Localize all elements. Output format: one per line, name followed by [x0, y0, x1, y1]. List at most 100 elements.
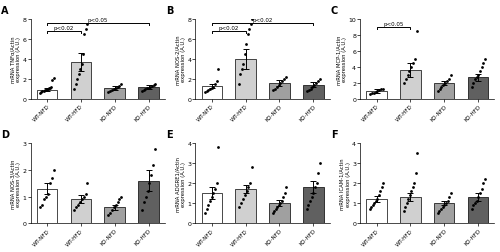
Point: [142, 195, 150, 199]
Y-axis label: mRNA NOS-3/Actin
expression (A.U.): mRNA NOS-3/Actin expression (A.U.): [10, 159, 21, 208]
Point: [108, 88, 116, 92]
Point: [444, 200, 452, 204]
Point: [310, 192, 318, 196]
Point: [372, 90, 380, 94]
Point: [36, 91, 44, 96]
Point: [406, 194, 413, 198]
Text: p<0.02: p<0.02: [252, 18, 272, 23]
Point: [112, 203, 120, 207]
Point: [474, 196, 482, 200]
Point: [468, 207, 475, 211]
Point: [206, 88, 214, 92]
Point: [280, 192, 288, 196]
Point: [407, 190, 415, 194]
Point: [447, 74, 455, 78]
Point: [368, 92, 376, 96]
Point: [240, 63, 248, 67]
Bar: [270, 204, 289, 224]
Point: [379, 182, 387, 186]
Point: [76, 68, 84, 72]
Text: F: F: [330, 130, 338, 140]
Point: [374, 194, 382, 198]
Point: [48, 79, 56, 83]
Text: E: E: [166, 130, 172, 140]
Point: [372, 200, 380, 204]
Point: [238, 68, 246, 72]
Point: [76, 200, 84, 204]
Point: [42, 195, 50, 199]
Point: [476, 192, 484, 196]
Point: [82, 28, 90, 32]
Point: [280, 78, 288, 82]
Point: [412, 172, 420, 176]
Point: [376, 89, 384, 93]
Point: [44, 88, 52, 92]
Point: [248, 166, 256, 170]
Point: [400, 209, 408, 213]
Bar: [236, 60, 256, 100]
Point: [400, 82, 408, 86]
Point: [138, 89, 146, 93]
Point: [404, 198, 412, 202]
Point: [366, 207, 374, 211]
Point: [46, 182, 54, 186]
Point: [374, 89, 382, 93]
Bar: [202, 194, 222, 224]
Y-axis label: mRNA TNFα/Actin
expression (A.U.): mRNA TNFα/Actin expression (A.U.): [10, 37, 21, 83]
Point: [141, 88, 149, 92]
Point: [116, 85, 124, 89]
Point: [472, 200, 480, 204]
Point: [104, 213, 112, 217]
Point: [434, 211, 442, 215]
Point: [368, 206, 376, 210]
Point: [42, 88, 50, 92]
Point: [445, 78, 453, 82]
Point: [274, 206, 281, 210]
Point: [45, 87, 53, 91]
Point: [79, 53, 87, 57]
Bar: [36, 189, 57, 224]
Point: [246, 182, 254, 186]
Point: [138, 208, 146, 212]
Point: [472, 75, 480, 79]
Point: [40, 198, 48, 202]
Point: [282, 186, 290, 190]
Point: [204, 204, 212, 208]
Point: [401, 206, 409, 210]
Point: [212, 182, 220, 186]
Point: [437, 207, 445, 211]
Point: [104, 90, 112, 94]
Point: [478, 66, 486, 70]
Point: [366, 93, 374, 97]
Point: [38, 90, 46, 94]
Bar: [36, 90, 57, 100]
Point: [143, 87, 151, 91]
Point: [312, 182, 320, 186]
Point: [204, 88, 212, 92]
Bar: [138, 181, 158, 224]
Point: [80, 33, 88, 37]
Point: [40, 89, 48, 93]
Bar: [104, 89, 125, 100]
Point: [434, 89, 442, 93]
Point: [244, 186, 252, 190]
Point: [84, 23, 92, 27]
Point: [376, 190, 384, 194]
Point: [469, 82, 477, 86]
Point: [408, 66, 416, 70]
Point: [402, 78, 409, 82]
Point: [201, 90, 209, 94]
Point: [108, 208, 116, 212]
Text: p<0.02: p<0.02: [218, 26, 239, 31]
Point: [481, 178, 489, 182]
Text: p<0.02: p<0.02: [54, 26, 74, 31]
Point: [374, 198, 382, 202]
Point: [202, 89, 210, 93]
Point: [242, 190, 250, 194]
Point: [378, 186, 386, 190]
Point: [438, 86, 446, 90]
Text: C: C: [330, 6, 338, 16]
Point: [276, 82, 284, 86]
Point: [50, 168, 58, 172]
Point: [312, 82, 320, 86]
